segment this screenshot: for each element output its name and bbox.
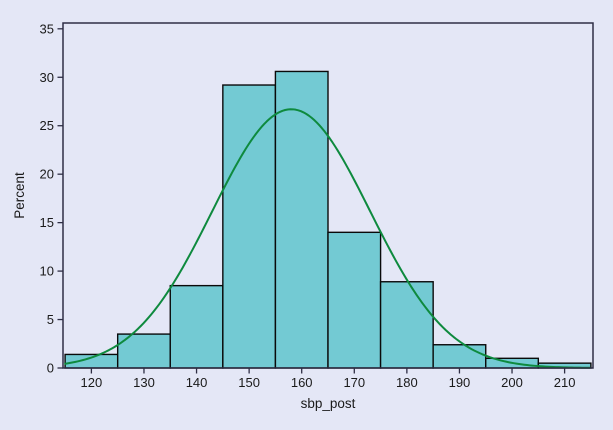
x-axis-label: sbp_post <box>301 396 356 411</box>
plot-frame <box>62 22 594 369</box>
axis-tick-labels: 0 5 10 15 20 25 30 35 120 130 140 150 160 170 180 190 20… <box>40 21 576 390</box>
histogram-bar <box>432 344 487 369</box>
histogram-bar <box>64 353 119 369</box>
normal-curve-group <box>64 108 591 369</box>
histogram-bar <box>169 284 224 369</box>
y-tick-label: 0 <box>47 361 54 376</box>
normal-curve <box>64 108 591 369</box>
y-tick-label: 20 <box>40 167 54 182</box>
x-tick-label: 120 <box>81 375 103 390</box>
histogram-bar <box>222 84 277 369</box>
x-tick-label: 170 <box>343 375 365 390</box>
histogram-bar <box>379 281 434 369</box>
histogram-bars <box>64 70 592 369</box>
y-tick-label: 30 <box>40 70 54 85</box>
y-tick-label: 25 <box>40 118 54 133</box>
x-tick-label: 190 <box>449 375 471 390</box>
y-tick-label: 10 <box>40 264 54 279</box>
x-tick-label: 200 <box>501 375 523 390</box>
x-tick-label: 160 <box>291 375 313 390</box>
x-tick-label: 130 <box>133 375 155 390</box>
y-tick-label: 15 <box>40 215 54 230</box>
y-axis-label: Percent <box>12 172 27 219</box>
y-tick-label: 35 <box>40 21 54 36</box>
x-tick-label: 180 <box>396 375 418 390</box>
x-tick-label: 150 <box>238 375 260 390</box>
x-tick-label: 140 <box>186 375 208 390</box>
y-tick-label: 5 <box>47 312 54 327</box>
x-tick-label: 210 <box>554 375 576 390</box>
histogram-bar <box>274 70 329 369</box>
histogram-bar <box>327 231 382 369</box>
axis-ticks <box>57 28 566 374</box>
